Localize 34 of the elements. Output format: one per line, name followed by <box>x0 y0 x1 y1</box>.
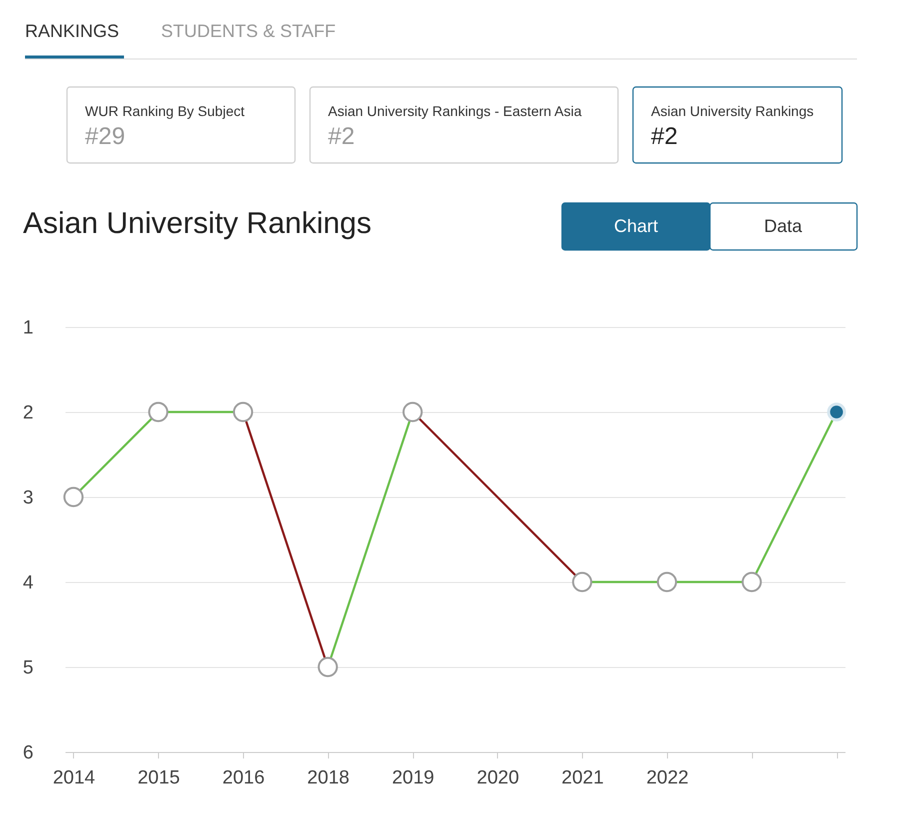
y-tick-label: 3 <box>22 488 34 508</box>
y-tick-label: 5 <box>22 658 34 678</box>
y-tick-label: 1 <box>22 318 34 338</box>
x-tick-label: 2022 <box>646 768 689 788</box>
x-tick-label: 2021 <box>562 768 604 788</box>
text: Asian University Rankings <box>651 103 814 119</box>
x-tick-label: 2014 <box>52 768 96 788</box>
point <box>572 572 592 592</box>
point <box>742 572 762 592</box>
x-tick-label: 2015 <box>138 768 180 788</box>
point <box>402 402 423 422</box>
point <box>656 572 678 592</box>
point <box>318 656 338 678</box>
text: STUDENTS & STAFF <box>161 21 336 41</box>
point <box>232 402 254 422</box>
point <box>148 402 168 422</box>
text: #2 <box>651 123 678 150</box>
text: Chart <box>614 216 658 236</box>
text: WUR Ranking By Subject <box>85 103 245 119</box>
x-tick-label: 2020 <box>476 768 520 788</box>
chart-title: Asian University Rankings <box>23 207 372 240</box>
point <box>827 402 846 422</box>
x-tick-label: 2018 <box>307 768 350 788</box>
point <box>63 486 84 508</box>
y-tick-label: 2 <box>22 402 34 424</box>
text: RANKINGS <box>25 21 120 41</box>
y-tick-label: 6 <box>22 742 34 764</box>
text: Data <box>764 216 803 236</box>
text: #2 <box>328 123 355 150</box>
x-tick-label: 2019 <box>392 768 434 788</box>
text: #29 <box>85 123 126 150</box>
x-tick-label: 2016 <box>222 768 265 788</box>
text: Asian University Rankings - Eastern Asia <box>328 103 582 119</box>
y-tick-label: 4 <box>22 572 34 594</box>
